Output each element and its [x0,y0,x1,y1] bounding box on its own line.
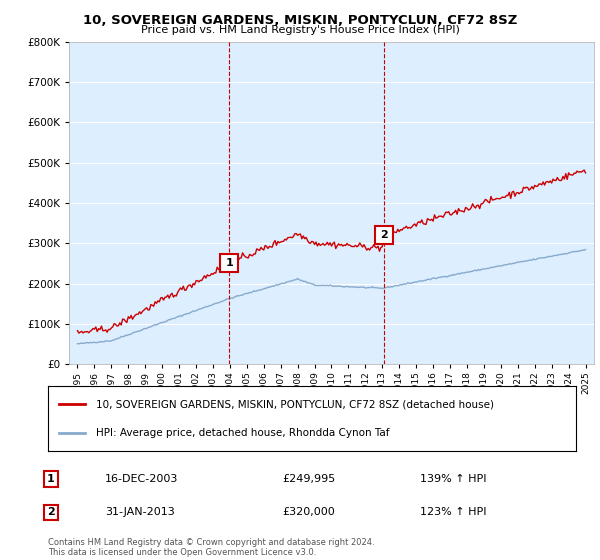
Text: 31-JAN-2013: 31-JAN-2013 [105,507,175,517]
Text: 16-DEC-2003: 16-DEC-2003 [105,474,178,484]
Text: Contains HM Land Registry data © Crown copyright and database right 2024.
This d: Contains HM Land Registry data © Crown c… [48,538,374,557]
Text: £249,995: £249,995 [282,474,335,484]
Text: Price paid vs. HM Land Registry's House Price Index (HPI): Price paid vs. HM Land Registry's House … [140,25,460,35]
Text: 10, SOVEREIGN GARDENS, MISKIN, PONTYCLUN, CF72 8SZ: 10, SOVEREIGN GARDENS, MISKIN, PONTYCLUN… [83,14,517,27]
Text: HPI: Average price, detached house, Rhondda Cynon Taf: HPI: Average price, detached house, Rhon… [95,428,389,438]
Text: 1: 1 [226,258,233,268]
Text: £320,000: £320,000 [282,507,335,517]
Text: 10, SOVEREIGN GARDENS, MISKIN, PONTYCLUN, CF72 8SZ (detached house): 10, SOVEREIGN GARDENS, MISKIN, PONTYCLUN… [95,399,494,409]
Text: 1: 1 [47,474,55,484]
Text: 2: 2 [380,230,388,240]
Text: 2: 2 [47,507,55,517]
Text: 139% ↑ HPI: 139% ↑ HPI [420,474,487,484]
Text: 123% ↑ HPI: 123% ↑ HPI [420,507,487,517]
